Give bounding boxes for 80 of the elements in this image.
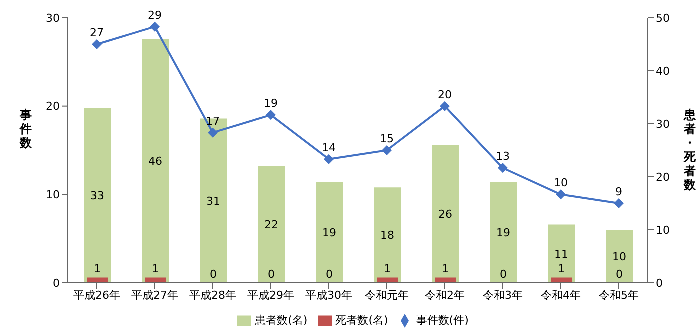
data-label: 19 <box>322 226 336 240</box>
data-label: 33 <box>90 189 104 202</box>
x-tick-label: 令和2年 <box>425 288 465 302</box>
bar <box>432 145 459 283</box>
data-label: 31 <box>206 194 220 208</box>
data-label: 18 <box>380 229 394 242</box>
data-label: 0 <box>268 268 275 281</box>
point <box>556 190 566 200</box>
data-label: 13 <box>496 150 510 164</box>
point <box>498 163 508 174</box>
point <box>614 198 624 208</box>
data-label: 9 <box>616 186 622 198</box>
y-tick-label: 0 <box>53 276 60 290</box>
y2-axis-title: 患者・死者数 <box>684 108 696 192</box>
data-label: 27 <box>90 26 104 40</box>
y2-tick-label: 50 <box>656 12 670 25</box>
x-tick-label: 令和4年 <box>541 288 581 302</box>
bar <box>87 278 108 283</box>
x-tick-label: 令和元年 <box>365 288 409 302</box>
data-label: 46 <box>148 155 162 168</box>
point <box>382 146 392 156</box>
data-label: 26 <box>438 208 452 222</box>
bar <box>551 278 572 283</box>
data-label: 1 <box>152 262 159 276</box>
x-tick-label: 平成29年 <box>248 288 294 302</box>
legend-label: 死者数(名) <box>336 314 388 327</box>
data-label: 10 <box>554 176 568 190</box>
data-label: 19 <box>496 226 510 240</box>
data-label: 29 <box>148 8 162 22</box>
y2-tick-label: 30 <box>656 118 670 131</box>
x-tick-label: 令和5年 <box>599 288 639 302</box>
bar <box>142 39 169 283</box>
x-tick-label: 平成27年 <box>132 288 178 302</box>
y2-tick-label: 20 <box>656 170 670 184</box>
bar <box>258 166 285 283</box>
y2-tick-label: 40 <box>656 64 670 78</box>
data-label: 1 <box>384 262 391 276</box>
y2-tick-label: 10 <box>656 224 670 237</box>
data-label: 0 <box>326 268 333 281</box>
y-tick-label: 30 <box>46 12 60 25</box>
point <box>92 40 102 50</box>
bar <box>145 278 166 283</box>
x-tick-label: 平成26年 <box>74 288 120 302</box>
bar <box>316 182 343 283</box>
y-tick-label: 10 <box>46 188 60 202</box>
data-label: 15 <box>380 132 394 146</box>
bar <box>490 182 517 283</box>
legend-label: 患者数(名) <box>255 314 308 327</box>
bar <box>84 108 111 283</box>
x-tick-label: 平成30年 <box>306 288 352 302</box>
data-label: 22 <box>264 218 278 232</box>
data-label: 0 <box>616 268 623 281</box>
data-label: 1 <box>94 262 101 276</box>
data-label: 20 <box>438 88 452 102</box>
data-label: 17 <box>206 114 220 128</box>
bar <box>606 230 633 283</box>
data-label: 14 <box>322 141 336 154</box>
bar <box>435 278 456 283</box>
y2-tick-label: 0 <box>656 276 663 290</box>
bar <box>377 278 398 283</box>
point <box>440 101 450 112</box>
data-label: 0 <box>500 268 507 281</box>
point <box>208 128 218 138</box>
bar <box>200 118 227 283</box>
point <box>266 110 276 120</box>
x-tick-label: 平成28年 <box>190 288 236 302</box>
point <box>324 154 334 164</box>
point <box>150 22 160 32</box>
bar <box>548 224 575 283</box>
data-label: 11 <box>554 248 568 261</box>
data-label: 10 <box>612 250 626 264</box>
y-axis-title: 事件数 <box>20 108 32 150</box>
data-label: 0 <box>210 268 217 281</box>
y-tick-label: 20 <box>46 100 60 114</box>
data-label: 1 <box>558 262 565 276</box>
data-label: 19 <box>264 97 278 110</box>
x-tick-label: 令和3年 <box>483 288 523 302</box>
data-label: 1 <box>442 262 449 276</box>
bar <box>374 188 401 283</box>
legend-label: 事件数(件) <box>416 314 469 327</box>
